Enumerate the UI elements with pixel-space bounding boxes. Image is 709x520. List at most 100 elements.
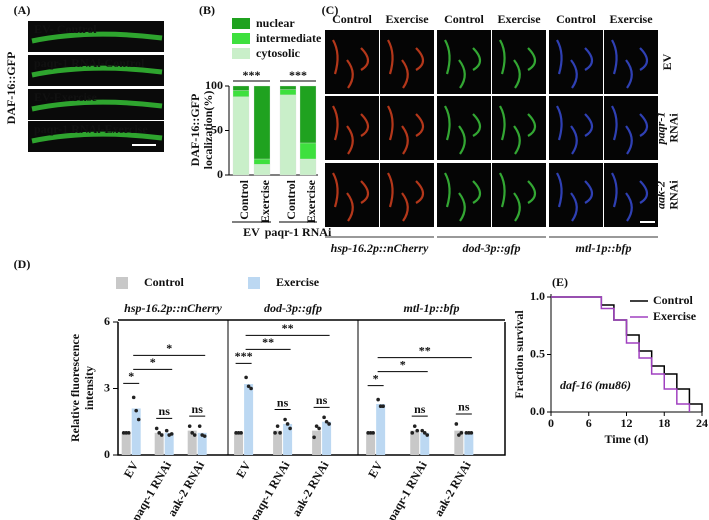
x-tick-label: 18 (658, 416, 670, 430)
significance: * (373, 371, 379, 385)
legend-swatch (232, 48, 250, 59)
worm (360, 113, 370, 137)
significance: *** (235, 349, 253, 363)
worm (611, 172, 618, 208)
worm (639, 113, 649, 137)
data-point (376, 397, 380, 402)
panel-label: (D) (14, 257, 31, 271)
micrograph (380, 163, 434, 227)
image-label: paqr-1 RNAi-Control (34, 56, 145, 70)
worm (625, 192, 633, 222)
worm (513, 125, 521, 155)
data-point (283, 417, 287, 422)
data-point (169, 432, 174, 436)
row-label: EV (660, 53, 674, 70)
bar-segment (299, 142, 317, 160)
data-point (157, 431, 161, 435)
column-label: Exercise (609, 12, 653, 26)
worm (472, 180, 482, 204)
data-point (425, 433, 430, 437)
subchart-title: dod-3p::gfp (264, 301, 322, 315)
bar-segment (299, 158, 317, 176)
worm (458, 125, 466, 155)
significance: * (400, 357, 406, 371)
worm (444, 105, 451, 141)
significance: * (128, 369, 134, 383)
worm (360, 47, 370, 71)
worm (570, 59, 578, 89)
x-tick-label: paqr-1 RNAi (384, 458, 430, 520)
worm (346, 59, 354, 89)
significance: ns (159, 404, 171, 418)
bar-segment (253, 85, 271, 160)
legend-label: Exercise (276, 275, 320, 289)
data-point (381, 404, 385, 409)
data-point (236, 431, 241, 435)
reporter-label: hsp-16.2p::nCherry (331, 241, 429, 255)
worm (458, 192, 466, 222)
legend-swatch (248, 277, 260, 289)
x-tick-label: aak-2 RNAi (289, 458, 332, 518)
y-tick-label: 50 (211, 122, 223, 136)
data-point (314, 424, 319, 428)
bar (366, 432, 376, 455)
x-tick-label: 24 (696, 416, 708, 430)
worm (387, 172, 394, 208)
legend-label: cytosolic (256, 46, 301, 60)
data-point (154, 426, 159, 431)
panel-label: (E) (552, 275, 568, 289)
worm (332, 105, 339, 141)
micrograph (437, 96, 491, 160)
significance: *** (243, 68, 261, 82)
bar (454, 430, 464, 455)
worm (527, 180, 537, 204)
data-point (159, 433, 164, 437)
worm (611, 105, 618, 141)
worm (570, 125, 578, 155)
legend-swatch (232, 33, 250, 44)
plot-frame (117, 322, 506, 456)
legend-label: nuclear (256, 16, 295, 30)
data-point (164, 428, 169, 433)
subchart-title: mtl-1p::bfp (404, 301, 460, 315)
bar (121, 432, 131, 455)
column-label: Exercise (385, 12, 429, 26)
worm (625, 59, 633, 89)
worm (584, 113, 594, 137)
bar (312, 430, 322, 455)
annotation: daf-16 (mu86) (560, 378, 631, 392)
bar (273, 430, 283, 455)
y-axis-label: DAF-16::GFP (4, 52, 18, 125)
significance: ns (316, 393, 328, 407)
worm (584, 47, 594, 71)
x-tick-label: EV (233, 459, 254, 481)
y-tick-label: 1.0 (530, 289, 545, 303)
row-label: RNAi (666, 180, 680, 210)
significance: * (150, 355, 156, 369)
data-point (312, 435, 316, 440)
data-point (412, 424, 417, 428)
micrograph (549, 96, 603, 160)
micrograph (492, 30, 546, 94)
data-point (459, 431, 464, 435)
bar (283, 423, 293, 455)
worm (472, 113, 482, 137)
micrograph (325, 96, 379, 160)
data-point (249, 386, 253, 391)
y-axis-label: Fraction survival (512, 310, 526, 399)
y-tick-label: 0.5 (530, 346, 545, 360)
data-point (469, 431, 474, 435)
reporter-label: dod-3p::gfp (463, 241, 521, 255)
worm (360, 180, 370, 204)
row-label: aak-2 (653, 181, 667, 209)
worm (444, 172, 451, 208)
x-tick-label: 0 (548, 416, 554, 430)
worm (346, 192, 354, 222)
micrograph (604, 163, 658, 227)
data-point (202, 434, 207, 438)
significance: ** (282, 321, 294, 335)
row-label: paqr-1 (653, 112, 667, 146)
y-tick-label: 0 (104, 447, 110, 461)
worm (444, 39, 451, 75)
worm (639, 180, 649, 204)
